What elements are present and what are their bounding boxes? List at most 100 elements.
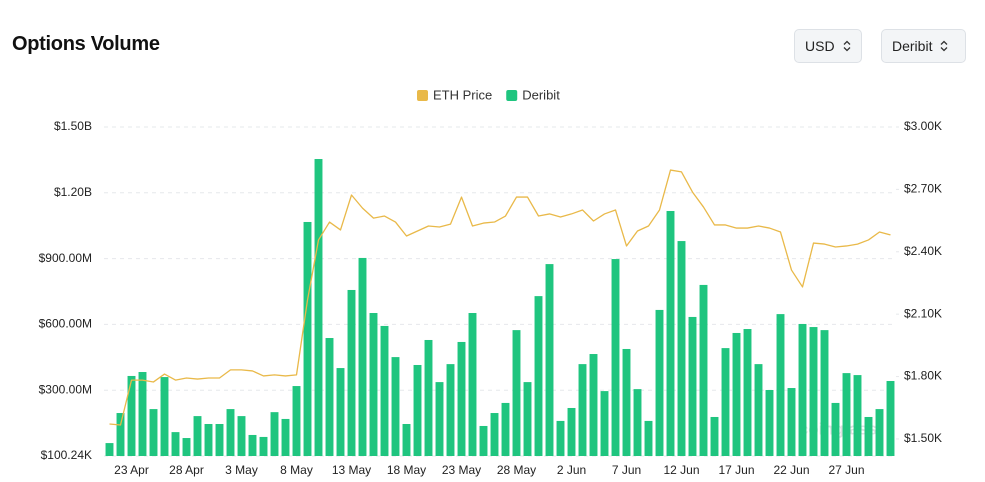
bar	[699, 284, 708, 456]
bar	[743, 329, 752, 456]
bar	[501, 402, 510, 456]
x-tick-label: 3 May	[225, 463, 258, 477]
bar	[160, 377, 169, 456]
bar	[853, 375, 862, 456]
x-tick-label: 28 May	[497, 463, 536, 477]
bar	[556, 420, 565, 456]
bar	[380, 325, 389, 456]
bar	[479, 425, 488, 456]
bar	[633, 389, 642, 456]
bar	[303, 221, 312, 456]
bar	[864, 416, 873, 456]
bar	[831, 402, 840, 456]
bar	[446, 364, 455, 456]
bar	[875, 409, 884, 456]
y-tick-label: $1.50B	[54, 119, 92, 133]
currency-select[interactable]: USD	[794, 29, 862, 63]
bar	[259, 436, 268, 456]
x-tick-label: 23 Apr	[114, 463, 149, 477]
bar	[281, 418, 290, 456]
bar	[391, 357, 400, 456]
x-tick-label: 17 Jun	[718, 463, 754, 477]
bar	[193, 416, 202, 456]
button-label: Deribit	[892, 38, 933, 54]
bar	[204, 423, 213, 456]
bar	[182, 438, 191, 456]
x-tick-label: 22 Jun	[773, 463, 809, 477]
y2-tick-label: $1.80K	[904, 369, 942, 383]
bar	[490, 413, 499, 456]
bar	[402, 423, 411, 456]
x-tick-label: 12 Jun	[663, 463, 699, 477]
bar	[347, 289, 356, 456]
legend-swatch	[506, 90, 518, 101]
bar	[754, 364, 763, 456]
bar	[358, 257, 367, 456]
bar	[809, 327, 818, 456]
bar	[105, 443, 114, 456]
bar	[457, 341, 466, 456]
y-tick-label: $1.20B	[54, 185, 92, 199]
bar	[468, 313, 477, 456]
bar	[435, 382, 444, 456]
bar	[369, 313, 378, 456]
exchange-select[interactable]: Deribit	[881, 29, 966, 63]
bar	[622, 348, 631, 456]
page-title: Options Volume	[12, 33, 160, 55]
y2-tick-label: $1.50K	[904, 431, 942, 445]
x-tick-label: 7 Jun	[612, 463, 641, 477]
bar	[677, 241, 686, 456]
bar	[523, 382, 532, 456]
x-tick-label: 2 Jun	[557, 463, 586, 477]
bar	[710, 416, 719, 456]
bar	[127, 375, 136, 456]
bar	[226, 409, 235, 456]
y2-tick-label: $2.70K	[904, 182, 942, 196]
chevron-icon	[941, 40, 948, 52]
x-tick-label: 23 May	[442, 463, 481, 477]
x-tick-label: 27 Jun	[828, 463, 864, 477]
y2-tick-label: $2.40K	[904, 244, 942, 258]
bar	[776, 314, 785, 456]
x-tick-label: 8 May	[280, 463, 313, 477]
bar	[314, 159, 323, 456]
bar	[787, 388, 796, 456]
y-tick-label: $100.24K	[41, 448, 92, 462]
bar	[215, 423, 224, 456]
x-tick-label: 18 May	[387, 463, 426, 477]
bar	[886, 381, 895, 456]
bar	[765, 389, 774, 456]
bar	[325, 338, 334, 456]
button-label: USD	[805, 38, 835, 54]
y-tick-label: $900.00M	[39, 251, 92, 265]
x-tick-label: 28 Apr	[169, 463, 204, 477]
bar	[534, 296, 543, 456]
bar	[655, 309, 664, 456]
bar	[512, 330, 521, 456]
y-tick-label: $600.00M	[39, 317, 92, 331]
bar	[567, 407, 576, 456]
bar	[589, 354, 598, 456]
y2-tick-label: $3.00K	[904, 119, 942, 133]
bar	[424, 339, 433, 456]
bar	[292, 386, 301, 456]
bar	[666, 211, 675, 456]
bar	[732, 332, 741, 456]
y-tick-label: $300.00M	[39, 382, 92, 396]
bar	[611, 259, 620, 456]
bar	[842, 373, 851, 456]
bar	[336, 368, 345, 456]
bar	[149, 409, 158, 456]
bar	[798, 323, 807, 456]
chevron-icon	[843, 40, 851, 52]
bar	[688, 316, 697, 456]
bar	[138, 372, 147, 456]
bar	[820, 330, 829, 456]
bar	[413, 364, 422, 456]
legend-swatch	[417, 90, 428, 101]
bar	[545, 264, 554, 456]
legend-label: Deribit	[522, 87, 560, 102]
price-line	[109, 169, 891, 426]
bar	[578, 364, 587, 456]
